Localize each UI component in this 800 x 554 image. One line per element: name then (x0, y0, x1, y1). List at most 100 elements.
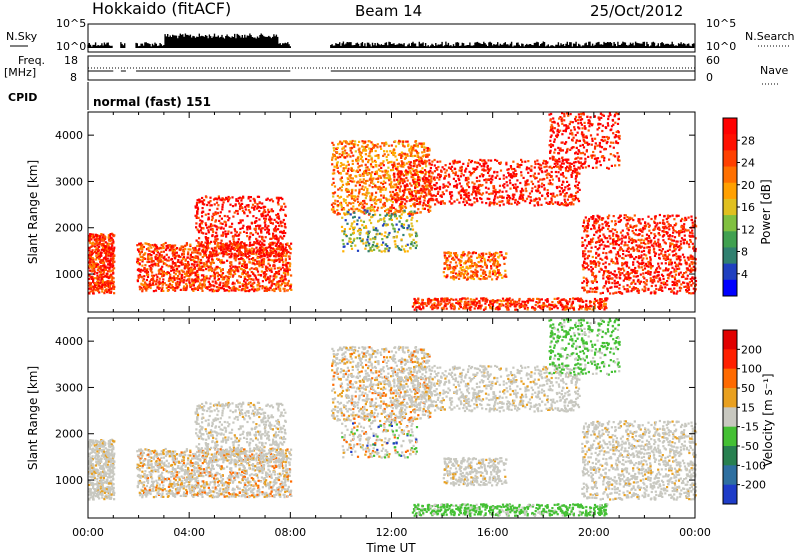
power-cell (415, 159, 418, 162)
power-cell (343, 152, 346, 155)
power-cell (382, 194, 385, 197)
power-cell (194, 251, 197, 254)
power-cell (506, 199, 509, 202)
power-cell (389, 178, 392, 181)
power-cell (392, 166, 395, 169)
power-cell (200, 222, 203, 225)
power-cell (259, 252, 262, 255)
power-cell (373, 198, 376, 201)
power-cell (165, 273, 169, 276)
power-cell (383, 144, 386, 147)
power-cell (210, 218, 214, 222)
power-cell (524, 160, 527, 163)
power-cell (229, 265, 232, 268)
power-cell (92, 263, 95, 266)
power-cell (218, 246, 221, 249)
power-cell (549, 182, 552, 185)
power-cell (460, 185, 463, 188)
power-cell (182, 279, 186, 282)
power-cell (147, 247, 150, 250)
power-cell (190, 266, 193, 269)
power-cell (614, 228, 617, 231)
power-cell (494, 188, 497, 191)
power-cell (390, 185, 393, 188)
power-cell (268, 232, 271, 236)
power-cell (426, 155, 429, 158)
power-cell (201, 201, 204, 204)
power-cell (137, 262, 140, 265)
power-cell (167, 265, 170, 268)
power-cell (558, 160, 561, 163)
power-cell (468, 186, 471, 189)
power-cell (349, 174, 352, 177)
power-cell (171, 252, 174, 255)
power-cell (171, 262, 174, 265)
power-cell (545, 173, 548, 177)
power-cell (88, 287, 91, 290)
power-cell (212, 230, 215, 234)
power-cell (273, 255, 276, 258)
power-cell (258, 285, 261, 288)
power-cell (407, 188, 410, 191)
power-cell (280, 207, 283, 210)
power-cell (113, 234, 116, 237)
power-cell (626, 261, 629, 264)
power-cell (436, 192, 439, 195)
power-cell (268, 281, 271, 284)
power-cell (458, 169, 461, 172)
power-cell (542, 159, 545, 162)
power-cell (271, 289, 274, 292)
power-cell (650, 284, 653, 288)
power-cell (279, 277, 282, 280)
power-cell (436, 186, 439, 189)
power-cell (250, 222, 253, 225)
power-cell (587, 219, 590, 223)
power-cell (394, 145, 398, 148)
power-cell (362, 142, 365, 145)
power-cell (609, 277, 612, 280)
power-cell (234, 244, 237, 247)
power-cell (565, 167, 568, 170)
power-cell (274, 230, 277, 233)
power-cell (332, 205, 335, 209)
power-cell (172, 246, 175, 249)
power-cell (551, 202, 555, 205)
power-cell (221, 268, 224, 271)
power-cell (553, 195, 556, 198)
power-cell (614, 121, 617, 124)
power-cell (590, 124, 594, 127)
power-cell (679, 289, 682, 292)
power-cell (201, 285, 204, 288)
power-cell (163, 273, 166, 276)
power-cell (475, 197, 478, 200)
power-cell (639, 222, 642, 225)
power-cell (193, 267, 197, 270)
power-cell (175, 284, 178, 287)
power-cell (530, 190, 533, 193)
power-cell (93, 267, 96, 270)
power-cell (219, 260, 222, 263)
power-cell (223, 220, 226, 223)
power-cell (213, 254, 216, 257)
power-cell (476, 187, 479, 190)
power-cell (347, 212, 350, 215)
power-cell (388, 176, 391, 179)
power-cell (418, 184, 421, 187)
power-cell (566, 158, 569, 161)
power-cell (191, 280, 194, 283)
power-cell (340, 205, 343, 209)
power-cell (343, 200, 346, 203)
power-cell (571, 139, 574, 142)
power-cell (510, 168, 514, 171)
power-cell (264, 215, 267, 218)
power-cell (425, 153, 428, 157)
power-cell (570, 162, 573, 165)
power-cell (370, 150, 373, 153)
power-cell (236, 269, 239, 272)
power-cell (373, 205, 376, 208)
power-cell (472, 170, 476, 173)
power-cell (196, 206, 199, 209)
power-cell (241, 273, 244, 276)
power-cell (505, 161, 508, 164)
power-cell (141, 243, 144, 246)
